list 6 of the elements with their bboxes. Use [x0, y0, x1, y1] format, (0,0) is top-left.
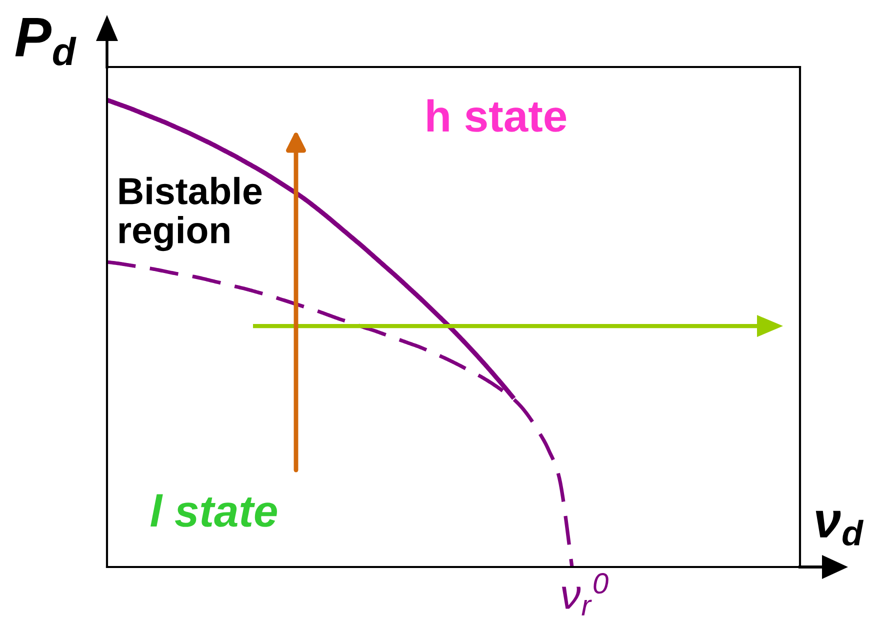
- text: ν$_{r}$$^{0}$: [562, 573, 608, 616]
- x-axis-title: ν$_{d}$: [816, 510, 864, 546]
- annotation: l state: [150, 494, 277, 527]
- annotation: h state: [427, 99, 566, 132]
- y-axis-title: P$_{d}$: [15, 18, 76, 66]
- annotation: Bistable region: [119, 176, 262, 252]
